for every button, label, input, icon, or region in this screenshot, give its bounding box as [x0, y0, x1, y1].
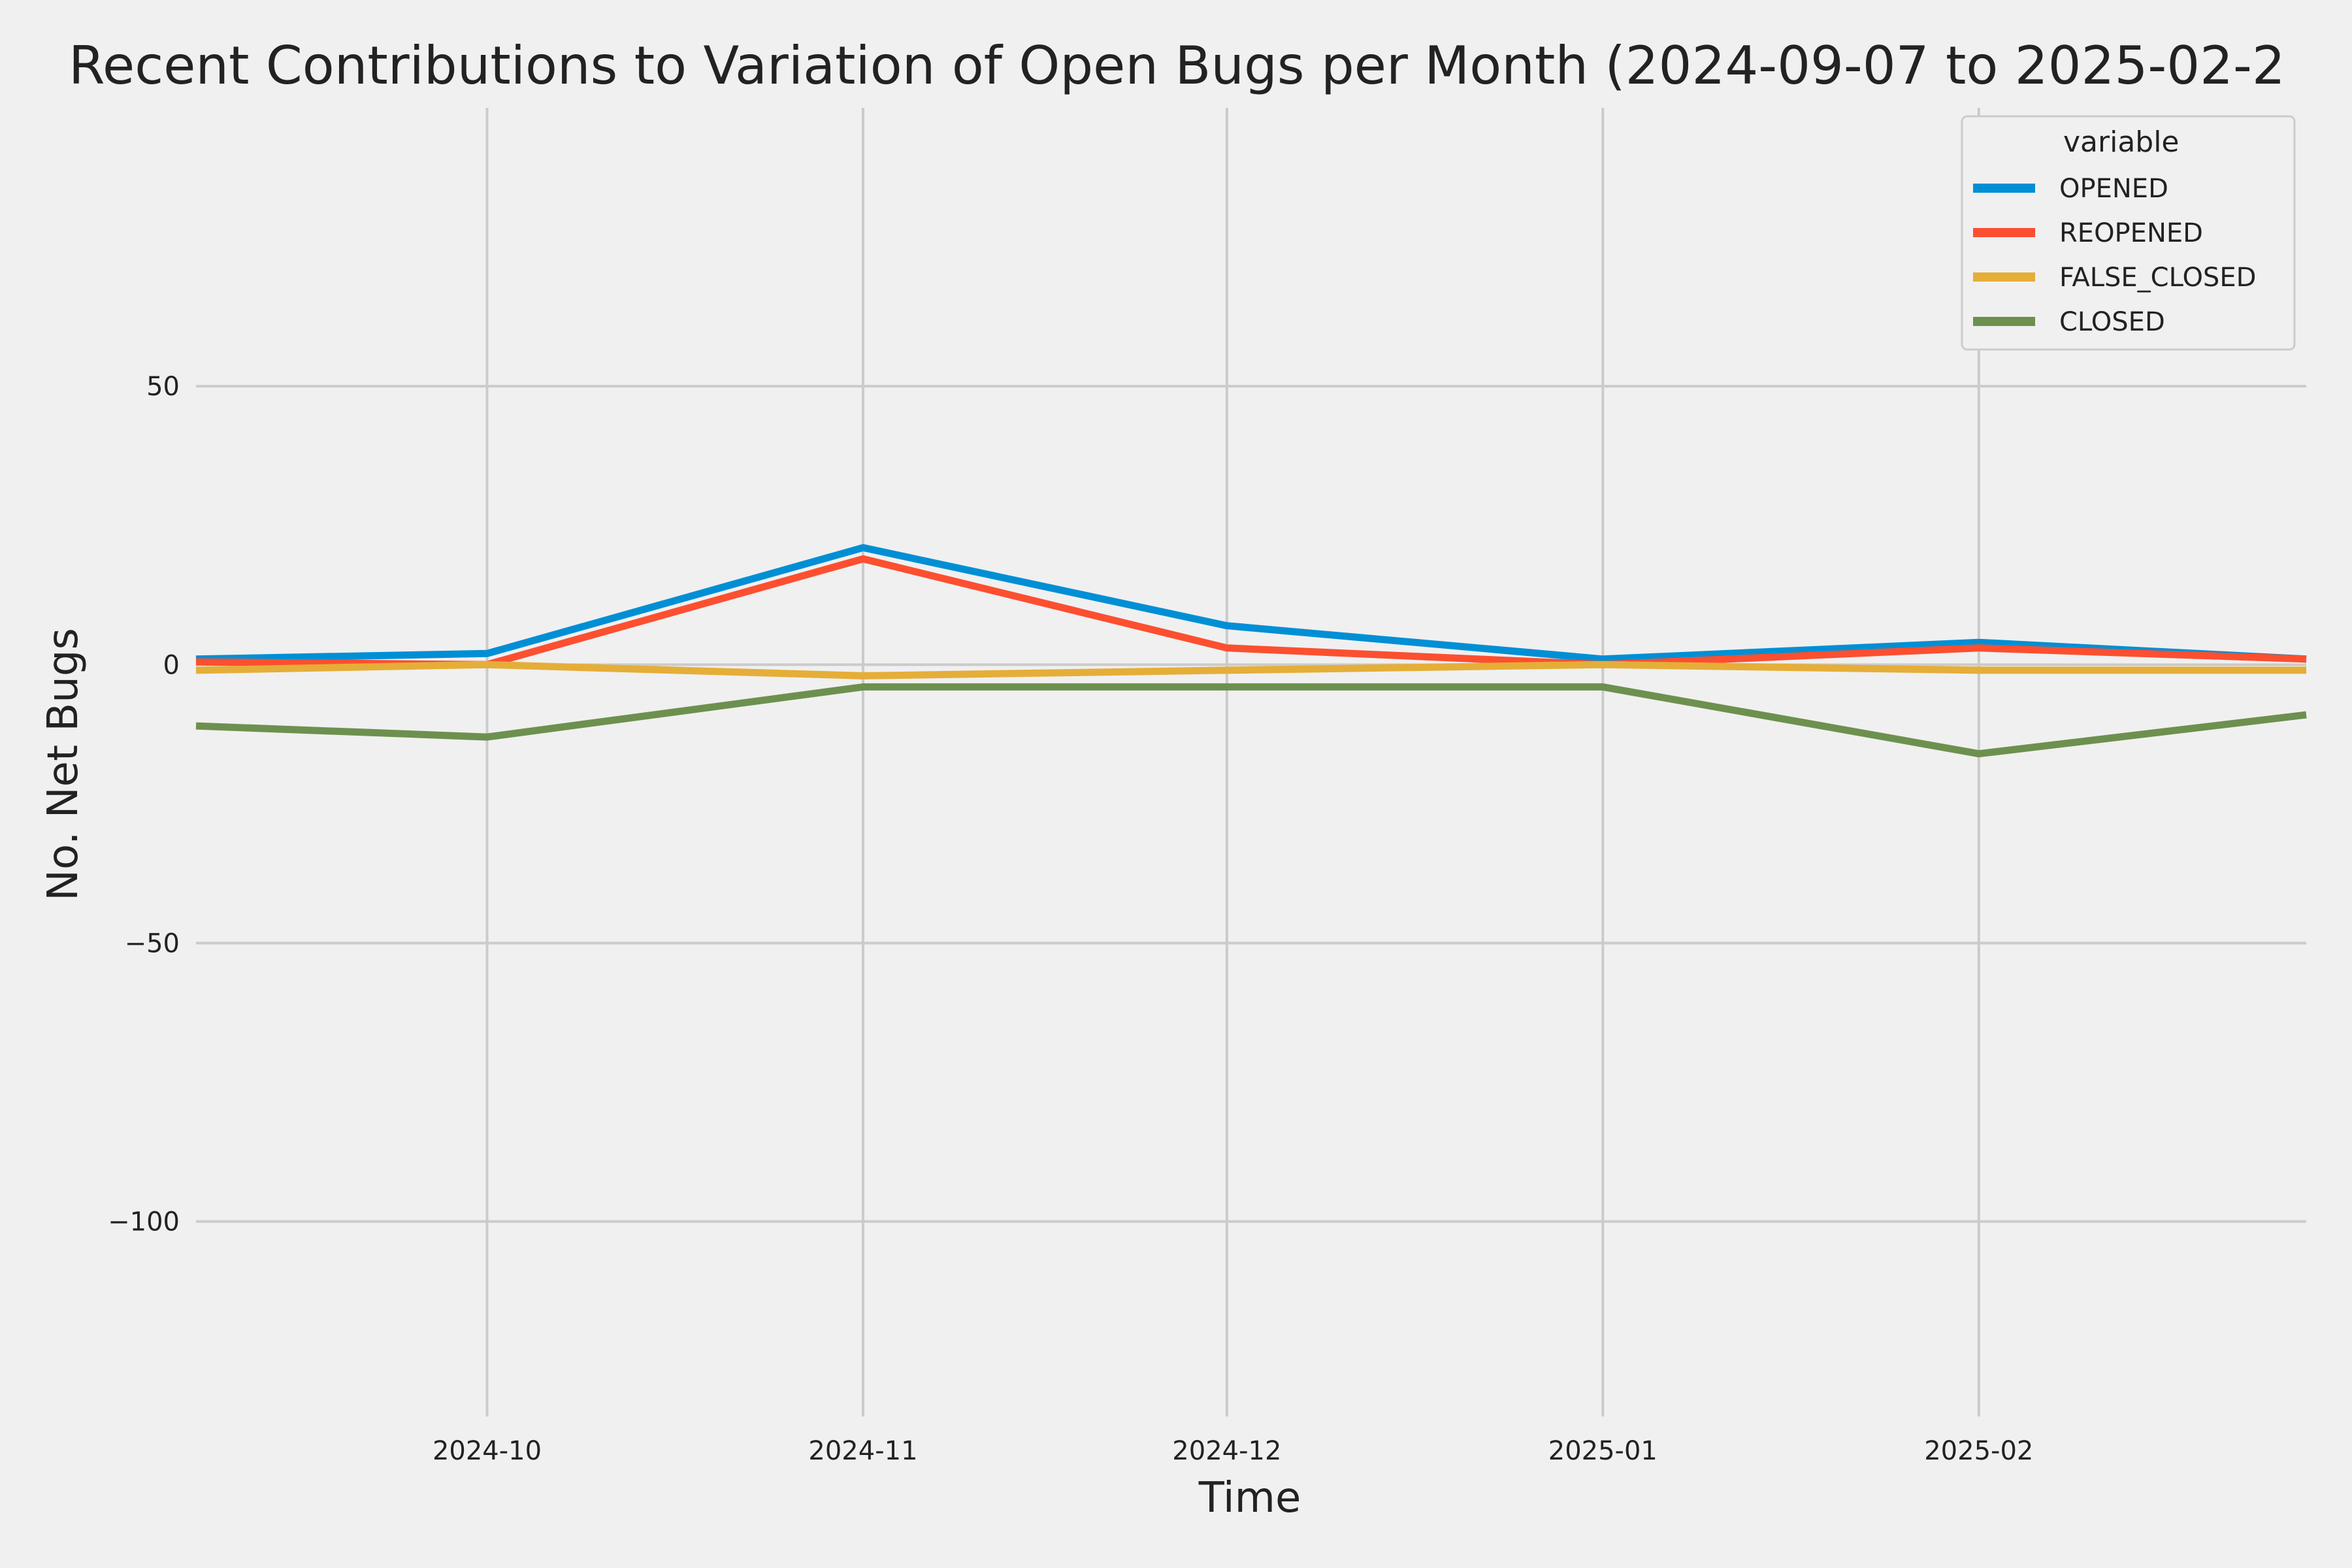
y-tick-label: 50 — [146, 372, 180, 402]
y-tick-label: −100 — [108, 1207, 180, 1237]
x-tick-label: 2024-10 — [433, 1436, 542, 1466]
x-axis-label: Time — [1198, 1474, 1301, 1522]
y-tick-label: −50 — [125, 929, 180, 959]
series-line-false-closed — [195, 661, 2306, 679]
x-tick-label: 2024-11 — [808, 1436, 917, 1466]
series-line-closed — [195, 683, 2307, 758]
chart-title: Recent Contributions to Variation of Ope… — [69, 35, 2285, 96]
legend-items: OPENED REOPENED FALSE_CLOSED CLOSED — [1973, 174, 2256, 337]
legend-label: FALSE_CLOSED — [2059, 263, 2256, 293]
tick-labels: 50 0 −50 −100 2024-10 2024-11 2024-12 2025-01 20… — [108, 372, 2033, 1466]
legend: variable OPENED REOPENED FALSE_CLOSED CLOSE… — [1961, 115, 2296, 351]
legend-label: CLOSED — [2059, 307, 2165, 337]
legend-label: REOPENED — [2059, 218, 2203, 248]
legend-title: variable — [2063, 125, 2180, 159]
legend-label: OPENED — [2059, 174, 2168, 204]
legend-box — [1961, 115, 2296, 351]
y-tick-label: 0 — [163, 650, 180, 680]
y-axis-label: No. Net Bugs — [39, 628, 88, 901]
series-line-opened — [195, 544, 2307, 663]
x-tick-label: 2025-02 — [1924, 1436, 2033, 1466]
x-tick-label: 2025-01 — [1548, 1436, 1658, 1466]
x-tick-label: 2024-12 — [1172, 1436, 1281, 1466]
series-lines — [195, 544, 2307, 758]
